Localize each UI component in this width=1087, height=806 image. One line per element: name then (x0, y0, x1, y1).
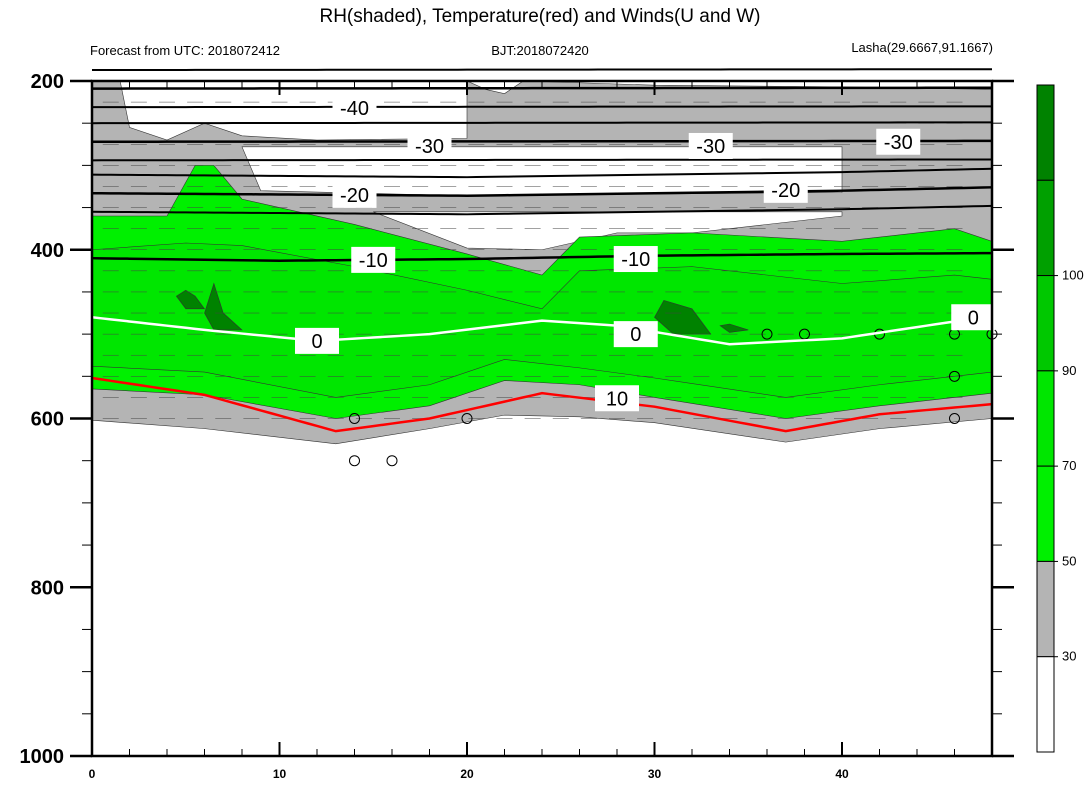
contour-line-minor (91, 204, 993, 216)
contour-label-box (351, 246, 396, 273)
y-tick-label: 600 (31, 409, 64, 431)
contour-line-minor (91, 68, 993, 72)
contour-line--10 (91, 251, 993, 262)
colorbar-swatch (1036, 465, 1055, 562)
contour-labels: -40 -30 -30 -30 -20 -20 -10 -10 0 0 0 10 (295, 95, 996, 412)
x-tick-label: 40 (835, 767, 849, 781)
colorbar-swatch (1036, 370, 1055, 467)
contour-label: -10 (621, 249, 650, 271)
contour-label: -20 (340, 185, 369, 207)
colorbar-swatch (1036, 84, 1055, 181)
contour-label-box (688, 132, 733, 159)
contour-label-box (763, 176, 808, 203)
contour-label: -30 (696, 136, 725, 158)
x-tick-label: 10 (273, 767, 287, 781)
colorbar-swatch (1036, 560, 1055, 658)
chart-title: RH(shaded), Temperature(red) and Winds(U… (319, 6, 760, 27)
rh-gap-mid (241, 146, 843, 197)
calm-wind-circle (349, 455, 360, 467)
rh-peak-3 (654, 300, 712, 335)
colorbar: 30 50 70 90 100 (1036, 84, 1084, 753)
x-tick-label: 30 (648, 767, 662, 781)
y-tick-label: 400 (31, 240, 64, 262)
station-label: Lasha(29.6667,91.1667) (851, 40, 993, 55)
contour-label-box (332, 181, 377, 208)
y-tick-label: 1000 (20, 746, 65, 768)
calm-wind-circle (949, 413, 960, 424)
calm-wind-circle (461, 413, 473, 424)
contour-label-box (613, 321, 658, 348)
forecast-label: Forecast from UTC: 2018072412 (90, 43, 280, 58)
contour-line-minor (91, 121, 993, 125)
contour-label-box (595, 385, 639, 412)
rh-gap-upper-left (119, 80, 468, 141)
contour-label: -10 (359, 250, 388, 272)
x-tick-label: 20 (460, 767, 474, 781)
contour-line--20 (91, 186, 993, 198)
contour-label: 0 (311, 331, 322, 353)
colorbar-label: 30 (1062, 649, 1076, 664)
contour-label: -30 (884, 132, 913, 154)
y-tick-label: 800 (31, 577, 64, 599)
rh-peak-4 (719, 323, 749, 333)
contour-label: -20 (771, 180, 800, 202)
contour-label: -40 (340, 98, 369, 120)
rh-gap-lower (373, 211, 843, 251)
contour-label-box (876, 128, 921, 155)
colorbar-label: 100 (1062, 268, 1084, 283)
calm-wind-circle (349, 413, 360, 424)
calm-wind-circle (761, 328, 773, 340)
contour-line--30 (91, 139, 993, 143)
rh-peak-2 (204, 282, 243, 331)
contour-label-box (295, 327, 339, 354)
colorbar-swatch (1036, 275, 1055, 372)
contour-label: 0 (630, 324, 641, 346)
contour-label-box (407, 132, 452, 159)
colorbar-label: 90 (1062, 363, 1076, 378)
calm-wind-circle (386, 455, 398, 467)
contour-label-box (332, 95, 377, 121)
contour-line-minor (91, 158, 993, 162)
contour-label-box (613, 246, 658, 273)
rh-shading (91, 80, 993, 445)
rh-peak-1 (175, 289, 206, 310)
contour-line-10 (91, 376, 993, 433)
colorbar-swatch (1036, 656, 1055, 753)
bjt-label: BJT:2018072420 (491, 43, 589, 58)
contour-line-minor (91, 167, 993, 179)
contour-line-minor (91, 105, 993, 109)
temperature-contours (91, 68, 993, 433)
contour-label-box (951, 304, 996, 331)
x-tick-label: 0 (89, 767, 96, 781)
contour-label: 10 (606, 388, 628, 410)
colorbar-label: 50 (1062, 553, 1076, 568)
wind-barbs (102, 101, 998, 467)
contour-line-0 (91, 316, 993, 346)
calm-wind-circle (949, 370, 960, 382)
contour-label: 0 (968, 307, 979, 329)
colorbar-swatch (1036, 179, 1055, 277)
y-tick-label: 200 (31, 71, 64, 93)
contour-label: -30 (415, 136, 444, 158)
colorbar-label: 70 (1062, 458, 1076, 473)
